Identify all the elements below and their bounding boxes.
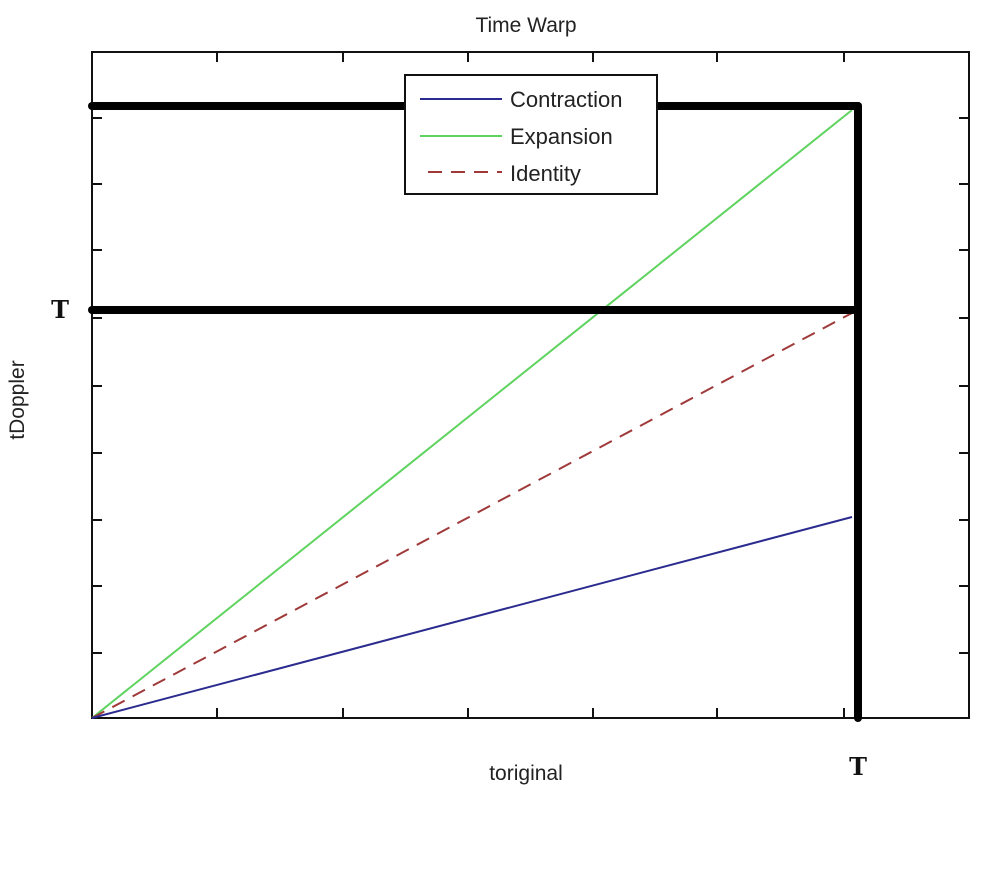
chart-title: Time Warp (475, 14, 576, 37)
x-axis-ticks (216, 52, 845, 718)
x-marker-T: T (849, 752, 867, 781)
y-axis-label: tDoppler (6, 360, 29, 439)
legend: Contraction Expansion Identity (404, 74, 658, 195)
legend-label-expansion: Expansion (510, 124, 613, 149)
series-identity (91, 312, 853, 719)
x-axis-label: toriginal (489, 762, 563, 785)
y-marker-T: T (51, 295, 69, 324)
annotation-lines (88, 102, 862, 722)
legend-label-contraction: Contraction (510, 87, 623, 112)
series-expansion (91, 109, 853, 719)
y-axis-ticks (92, 117, 969, 654)
series-contraction (91, 516, 853, 719)
legend-label-identity: Identity (510, 161, 581, 186)
